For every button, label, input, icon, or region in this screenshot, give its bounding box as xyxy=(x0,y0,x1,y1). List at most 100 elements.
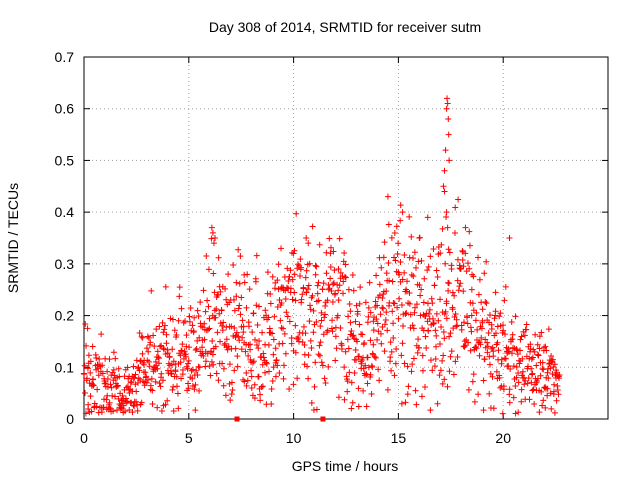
data-point xyxy=(464,320,471,327)
data-point xyxy=(439,380,446,387)
data-point xyxy=(129,409,136,416)
data-point xyxy=(342,274,349,281)
data-point xyxy=(189,375,196,382)
data-point xyxy=(241,279,248,286)
data-point xyxy=(363,371,370,378)
data-point xyxy=(120,402,127,409)
data-point xyxy=(410,325,417,332)
data-point xyxy=(436,340,443,347)
data-point xyxy=(489,344,496,351)
data-point xyxy=(383,270,390,277)
x-tick-label: 10 xyxy=(286,430,302,446)
data-point xyxy=(408,271,415,278)
data-point xyxy=(414,349,421,356)
data-point xyxy=(451,229,458,236)
data-point xyxy=(193,345,200,352)
data-point xyxy=(206,325,213,332)
data-point xyxy=(262,307,269,314)
data-point xyxy=(319,286,326,293)
data-point xyxy=(329,281,336,288)
data-point xyxy=(338,342,345,349)
data-point xyxy=(459,247,466,254)
data-point xyxy=(150,332,157,339)
data-point xyxy=(373,316,380,323)
data-point xyxy=(392,360,399,367)
data-point xyxy=(154,348,161,355)
data-point xyxy=(270,351,277,358)
data-point xyxy=(256,303,263,310)
data-point xyxy=(196,334,203,341)
data-point xyxy=(513,364,520,371)
data-point xyxy=(345,313,352,320)
data-point xyxy=(532,331,539,338)
data-point xyxy=(446,333,453,340)
data-point xyxy=(346,301,353,308)
data-point xyxy=(276,296,283,303)
data-point xyxy=(437,296,444,303)
data-point xyxy=(370,341,377,348)
data-point xyxy=(201,320,208,327)
data-point xyxy=(185,360,192,367)
data-point xyxy=(241,378,248,385)
data-point xyxy=(525,363,532,370)
data-point xyxy=(411,249,418,256)
data-point xyxy=(445,116,452,123)
data-point xyxy=(555,391,562,398)
data-point xyxy=(318,359,325,366)
data-point xyxy=(496,313,503,320)
data-point xyxy=(168,361,175,368)
data-point xyxy=(556,375,563,382)
data-point xyxy=(318,309,325,316)
data-point xyxy=(84,325,91,332)
data-point xyxy=(361,372,368,379)
data-point xyxy=(429,367,436,374)
data-point xyxy=(128,378,135,385)
data-point xyxy=(123,399,130,406)
data-point xyxy=(331,267,338,274)
plot-frame xyxy=(83,56,609,420)
data-point xyxy=(220,365,227,372)
data-point xyxy=(430,246,437,253)
data-point xyxy=(409,361,416,368)
data-point xyxy=(346,369,353,376)
baseline-point xyxy=(320,416,326,422)
data-point xyxy=(335,266,342,273)
data-point xyxy=(94,386,101,393)
data-point xyxy=(95,409,102,416)
data-point xyxy=(415,344,422,351)
data-point xyxy=(547,390,554,397)
data-point xyxy=(376,281,383,288)
data-point xyxy=(449,289,456,296)
data-point xyxy=(433,343,440,350)
data-point xyxy=(536,345,543,352)
data-point xyxy=(305,282,312,289)
data-point xyxy=(467,347,474,354)
data-point xyxy=(480,377,487,384)
data-point xyxy=(245,341,252,348)
data-point xyxy=(298,296,305,303)
data-point xyxy=(548,405,555,412)
data-point xyxy=(364,354,371,361)
data-point xyxy=(250,310,257,317)
data-point xyxy=(290,381,297,388)
data-point xyxy=(189,382,196,389)
data-point xyxy=(493,368,500,375)
axis-ticks: 0 0.1 0.2 0.3 0.4 0.5 0.6 0.7 0 5 10 15 20 xyxy=(55,49,608,446)
data-point xyxy=(333,345,340,352)
data-point xyxy=(370,318,377,325)
data-point xyxy=(420,299,427,306)
data-point xyxy=(263,359,270,366)
data-point xyxy=(90,382,97,389)
data-point xyxy=(441,376,448,383)
data-point xyxy=(513,374,520,381)
data-point xyxy=(456,262,463,269)
data-point xyxy=(126,406,133,413)
data-point xyxy=(388,348,395,355)
data-point xyxy=(425,327,432,334)
data-point xyxy=(302,330,309,337)
data-point xyxy=(99,362,106,369)
data-point xyxy=(212,343,219,350)
data-point xyxy=(434,400,441,407)
data-point xyxy=(149,387,156,394)
data-point xyxy=(280,375,287,382)
